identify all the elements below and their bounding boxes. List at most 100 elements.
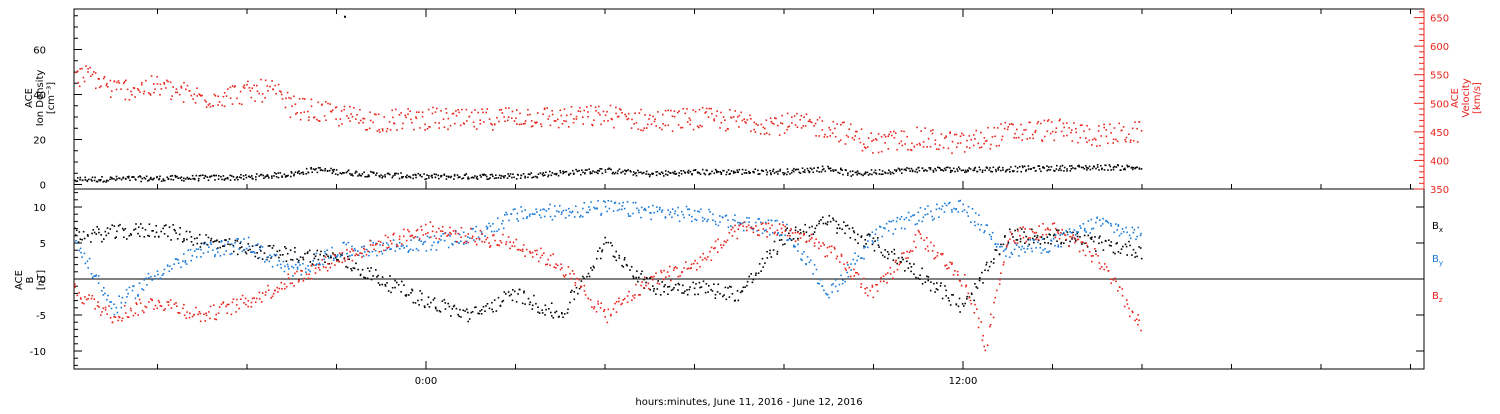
- density-point: [1070, 165, 1073, 167]
- b-bx-point: [347, 255, 349, 258]
- b-by-point: [881, 235, 884, 238]
- density-point: [1098, 169, 1100, 171]
- b-bx-point: [319, 253, 321, 256]
- density-point: [947, 166, 949, 169]
- velocity-point: [866, 146, 869, 148]
- b-bz-point: [513, 245, 516, 248]
- b-by-point: [787, 239, 789, 241]
- b-by-point: [912, 214, 914, 217]
- b-bx-point: [910, 270, 912, 273]
- b-by-point: [1115, 223, 1117, 225]
- b-by-point: [370, 239, 372, 242]
- b-by-point: [629, 215, 632, 217]
- velocity-point: [117, 80, 120, 82]
- b-bx-point: [486, 303, 489, 305]
- b-by-point: [104, 292, 106, 295]
- density-point: [871, 173, 873, 176]
- velocity-point: [871, 140, 873, 142]
- b-bx-point: [653, 288, 655, 290]
- b-bz-point: [349, 250, 351, 253]
- b-by-point: [1122, 231, 1125, 233]
- b-by-point: [312, 259, 314, 262]
- velocity-point: [307, 119, 310, 121]
- density-point: [797, 168, 800, 171]
- b-by-point: [746, 216, 748, 219]
- velocity-point: [130, 90, 132, 93]
- density-point: [197, 179, 200, 182]
- density-point: [911, 170, 914, 173]
- velocity-point: [854, 135, 856, 137]
- b-bz-point: [610, 313, 612, 316]
- b-bx-point: [137, 232, 139, 235]
- b-by-point: [292, 266, 295, 269]
- density-point: [595, 171, 598, 174]
- velocity-point: [836, 123, 838, 125]
- b-bx-point: [1052, 234, 1055, 237]
- density-point: [895, 169, 898, 171]
- velocity-point: [780, 122, 782, 124]
- b-bx-point: [74, 227, 76, 230]
- density-point: [191, 174, 194, 177]
- b-by-point: [583, 202, 586, 204]
- b-bz-point: [762, 228, 765, 230]
- b-by-point: [207, 251, 209, 253]
- b-bz-point: [1110, 278, 1112, 280]
- b-bz-point: [553, 266, 555, 268]
- velocity-point: [356, 114, 358, 116]
- velocity-point: [1115, 138, 1117, 141]
- velocity-point: [468, 115, 471, 118]
- density-point: [129, 179, 131, 182]
- b-bx-point: [1023, 231, 1025, 233]
- b-bz-point: [185, 317, 188, 319]
- b-by-point: [706, 220, 708, 223]
- b-bz-point: [889, 273, 892, 275]
- velocity-point: [593, 119, 595, 121]
- b-bz-point: [645, 284, 647, 287]
- b-bx-point: [677, 289, 679, 291]
- b-by-point: [941, 205, 944, 207]
- b-by-point: [878, 225, 881, 228]
- b-bz-point: [1131, 311, 1134, 314]
- b-bx-point: [247, 249, 250, 252]
- b-bz-point: [639, 294, 641, 296]
- velocity-point: [799, 119, 801, 121]
- density-point: [434, 176, 437, 179]
- b-bz-point: [701, 259, 704, 261]
- b-bz-point: [367, 250, 369, 253]
- b-by-point: [1075, 231, 1078, 233]
- b-by-point: [366, 248, 368, 251]
- b-bx-point: [979, 277, 981, 279]
- b-bz-point: [479, 229, 482, 232]
- b-by-point: [708, 208, 710, 211]
- b-bx-point: [788, 232, 790, 235]
- density-point: [542, 174, 545, 177]
- velocity-point: [561, 123, 564, 125]
- b-by-point: [866, 246, 869, 249]
- density-point: [498, 174, 501, 177]
- b-bz-point: [830, 245, 833, 248]
- density-point: [284, 176, 287, 178]
- b-bz-point: [144, 305, 146, 308]
- velocity-point: [209, 105, 212, 108]
- density-point: [719, 171, 721, 173]
- velocity-point: [284, 106, 287, 109]
- velocity-point: [803, 116, 805, 118]
- b-bx-point: [729, 285, 731, 288]
- density-point: [96, 180, 99, 183]
- b-by-point: [721, 216, 724, 218]
- b-bx-point: [637, 280, 639, 283]
- b-by-point: [559, 204, 561, 207]
- velocity-point: [966, 146, 968, 148]
- velocity-point: [1136, 127, 1138, 130]
- velocity-point: [557, 118, 559, 121]
- b-bz-point: [475, 237, 478, 240]
- density-point: [474, 175, 476, 177]
- density-point: [433, 173, 436, 175]
- density-point: [91, 180, 93, 182]
- b-bz-point: [980, 321, 982, 323]
- b-bx-point: [1014, 229, 1016, 232]
- b-bx-point: [826, 221, 829, 223]
- velocity-point: [1050, 121, 1053, 123]
- b-bz-point: [986, 344, 989, 346]
- density-point: [743, 172, 746, 174]
